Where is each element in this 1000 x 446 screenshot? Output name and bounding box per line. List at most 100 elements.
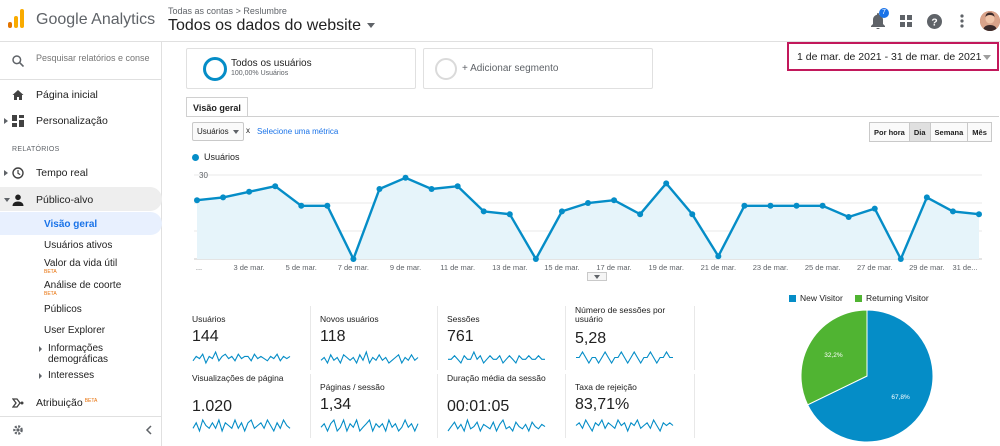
data-point (793, 202, 800, 209)
date-range-text: 1 de mar. de 2021 - 31 de mar. de 2021 (797, 50, 982, 63)
data-point (741, 202, 748, 209)
breadcrumb-account[interactable]: Todas as contas (168, 6, 234, 16)
dashboard-icon (12, 115, 24, 127)
analytics-logo-icon[interactable] (8, 9, 24, 29)
metric-sparkline (192, 350, 291, 365)
sidebar-item-active-users[interactable]: Usuários ativos (44, 240, 113, 251)
report-search (0, 42, 162, 80)
metric-card[interactable]: Sessões 761 (447, 312, 571, 377)
sidebar-item-audiences[interactable]: Públicos (44, 304, 82, 315)
metric-card[interactable]: Páginas / sessão 1,34 (320, 380, 444, 445)
sidebar-item-customization[interactable]: Personalização (0, 108, 162, 134)
chevron-down-icon (233, 130, 239, 134)
metric-separator (565, 374, 566, 438)
y-tick-label: 30 (199, 171, 208, 180)
x-tick-label: 23 de mar. (753, 263, 788, 272)
sidebar-item-user-explorer[interactable]: User Explorer (44, 325, 106, 336)
add-segment-label: + Adicionar segmento (462, 63, 559, 74)
day-button[interactable]: Dia (908, 122, 931, 142)
help-button[interactable]: ? (920, 10, 948, 32)
pie-slice-label: 32,2% (824, 352, 843, 359)
expand-arrow-icon (39, 373, 42, 379)
data-point (637, 211, 644, 218)
x-tick-label: 15 de mar. (544, 263, 579, 272)
beta-badge: BETA (84, 397, 98, 404)
sidebar-item-attribution[interactable]: Atribuição BETA (0, 390, 162, 416)
metric-card[interactable]: Taxa de rejeição 83,71% (575, 380, 699, 445)
svg-text:?: ? (931, 17, 937, 28)
pie-legend-returning[interactable]: Returning Visitor (855, 293, 929, 303)
sidebar-item-audience[interactable]: Público-alvo (0, 187, 162, 213)
metric-value: 83,71% (575, 396, 630, 413)
sparkline-path (447, 418, 546, 433)
gear-icon[interactable] (12, 424, 24, 436)
month-button[interactable]: Mês (967, 122, 992, 142)
x-tick-label: 3 de mar. (233, 263, 264, 272)
user-avatar[interactable] (980, 11, 1000, 31)
collapse-sidebar-icon[interactable] (145, 425, 153, 435)
tab-overview[interactable]: Visão geral (186, 97, 248, 117)
sidebar-item-label: Análise de coorte (44, 280, 122, 291)
metric-sparkline (320, 350, 419, 365)
sidebar-item-overview[interactable]: Visão geral (44, 219, 98, 230)
select-metric-link[interactable]: Selecione uma métrica (257, 127, 339, 136)
sidebar-item-home[interactable]: Página inicial (0, 82, 162, 108)
x-tick-label: 17 de mar. (596, 263, 631, 272)
expand-arrow-icon (4, 118, 8, 124)
sidebar-item-lifetime-value[interactable]: Valor da vida útil BETA (44, 258, 117, 275)
add-segment-button[interactable]: + Adicionar segmento (423, 48, 653, 89)
clock-icon (12, 167, 24, 179)
metric-card[interactable]: Número de sessões por usuário 5,28 (575, 306, 699, 377)
x-tick-label: 7 de mar. (338, 263, 369, 272)
apps-grid-icon (900, 15, 912, 27)
metric-value: 00:01:05 (447, 398, 510, 415)
reports-heading: RELATÓRIOS (12, 146, 60, 153)
date-range-picker[interactable]: 1 de mar. de 2021 - 31 de mar. de 2021 (787, 42, 999, 71)
chevron-down-icon (983, 55, 991, 60)
breadcrumb: Todas as contas > Reslumbre (168, 6, 287, 16)
metric-value: 1,34 (320, 396, 352, 413)
x-tick-label: 21 de mar. (701, 263, 736, 272)
notification-count-badge: 7 (879, 8, 889, 18)
metric-value: 118 (320, 328, 346, 345)
sidebar-item-demographics[interactable]: Informações demográficas (39, 343, 144, 365)
remove-metric-button[interactable]: x (246, 126, 250, 135)
metric-card[interactable]: Novos usuários 118 (320, 312, 444, 377)
hourly-button[interactable]: Por hora (869, 122, 910, 142)
notifications-button[interactable]: 7 (864, 8, 892, 32)
sidebar-item-label: Público-alvo (36, 194, 94, 206)
legend-swatch (192, 153, 199, 161)
breadcrumb-property[interactable]: Reslumbre (243, 6, 287, 16)
data-point (246, 188, 253, 195)
chevron-down-icon (367, 23, 376, 29)
app-name[interactable]: Google Analytics (36, 11, 156, 28)
sidebar-item-cohort-analysis[interactable]: Análise de coorte BETA (44, 280, 121, 297)
sidebar-item-label: Personalização (36, 115, 108, 127)
apps-button[interactable] (892, 10, 920, 32)
metric-dropdown[interactable]: Usuários (192, 122, 244, 141)
pie-slice (806, 309, 934, 443)
sparkline-path (448, 350, 545, 365)
data-point (376, 186, 383, 192)
collapse-chart-button[interactable] (587, 272, 607, 281)
sidebar-item-interests[interactable]: Interesses (39, 370, 94, 381)
search-input[interactable] (36, 53, 152, 63)
data-point (897, 256, 904, 262)
metric-card[interactable]: Visualizações de página 1.020 (192, 374, 316, 445)
x-tick-label: 29 de mar. (909, 263, 944, 272)
metric-card[interactable]: Duração média da sessão 00:01:05 (447, 374, 571, 445)
data-point (663, 180, 670, 187)
metric-label: Número de sessões por usuário (575, 305, 666, 324)
sidebar-item-label: Tempo real (36, 167, 88, 179)
legend-label: New Visitor (800, 293, 843, 303)
area-fill (197, 177, 979, 259)
metric-label: Páginas / sessão (320, 382, 385, 392)
segment-all-users[interactable]: Todos os usuários 100,00% Usuários (186, 48, 416, 89)
week-button[interactable]: Semana (929, 122, 969, 142)
sidebar-item-realtime[interactable]: Tempo real (0, 160, 162, 186)
metric-sparkline (575, 418, 674, 433)
property-selector[interactable]: Todos os dados do website (168, 17, 376, 35)
metric-card[interactable]: Usuários 144 (192, 312, 316, 377)
pie-legend-new[interactable]: New Visitor (789, 293, 843, 303)
more-options-button[interactable] (948, 10, 976, 32)
